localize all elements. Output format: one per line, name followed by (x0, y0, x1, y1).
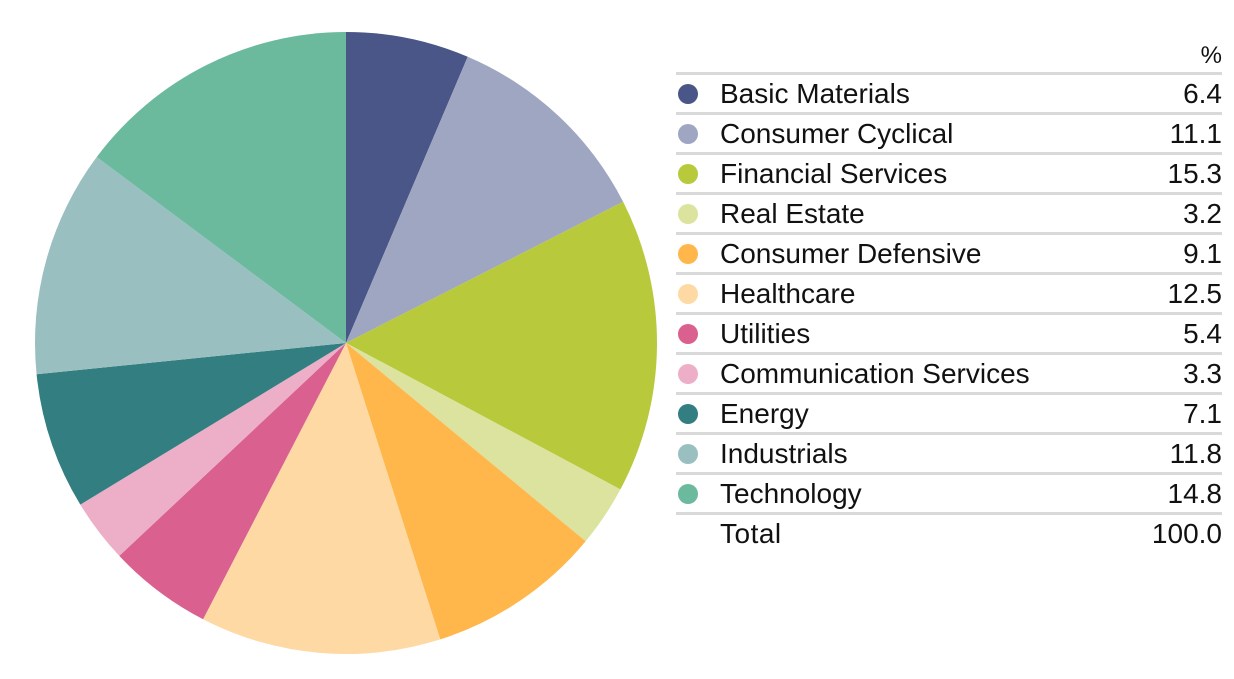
total-label: Total (720, 517, 782, 549)
legend-swatch-utilities (678, 323, 698, 344)
pie-slice-utilities (119, 343, 346, 620)
total-value: 100.0 (1151, 517, 1222, 549)
pie-slice-financial-services (346, 201, 657, 490)
legend-label-basic-materials: Basic Materials (720, 77, 910, 109)
legend-value-consumer-cyclical: 11.1 (1169, 117, 1222, 149)
legend-row-communication-services: Communication Services 3.3 (676, 352, 1222, 392)
legend-label-energy: Energy (720, 397, 809, 429)
legend-value-utilities: 5.4 (1183, 317, 1222, 349)
legend-swatch-financial-services (678, 163, 698, 184)
pie-slice-industrials (35, 157, 346, 375)
legend-row-basic-materials: Basic Materials 6.4 (676, 72, 1222, 112)
legend-value-basic-materials: 6.4 (1183, 77, 1222, 109)
legend-value-communication-services: 3.3 (1183, 357, 1222, 389)
legend-label-consumer-cyclical: Consumer Cyclical (720, 117, 954, 149)
sector-legend-table: % Basic Materials 6.4 Consumer Cyclical 11.… (676, 40, 1222, 552)
legend-swatch-consumer-cyclical (678, 123, 698, 144)
legend-label-technology: Technology (720, 477, 862, 509)
legend-row-consumer-cyclical: Consumer Cyclical 11.1 (676, 112, 1222, 152)
legend-row-real-estate: Real Estate 3.2 (676, 192, 1222, 232)
legend-value-energy: 7.1 (1183, 397, 1222, 429)
legend-value-financial-services: 15.3 (1167, 157, 1223, 189)
legend-rows: Basic Materials 6.4 Consumer Cyclical 11.1 F… (676, 72, 1222, 512)
legend-swatch-real-estate (678, 203, 698, 224)
legend-swatch-energy (678, 403, 698, 424)
legend-value-healthcare: 12.5 (1167, 277, 1223, 309)
legend-value-industrials: 11.8 (1169, 437, 1222, 469)
pie-slice-technology (96, 32, 346, 343)
legend-label-consumer-defensive: Consumer Defensive (720, 237, 982, 269)
legend-row-healthcare: Healthcare 12.5 (676, 272, 1222, 312)
legend-swatch-basic-materials (678, 83, 698, 104)
pie-slice-consumer-defensive (346, 343, 586, 640)
legend-value-technology: 14.8 (1167, 477, 1223, 509)
legend-label-healthcare: Healthcare (720, 277, 856, 309)
pie-slice-energy (36, 343, 347, 505)
legend-value-consumer-defensive: 9.1 (1183, 237, 1222, 269)
legend-label-real-estate: Real Estate (720, 197, 865, 229)
legend-row-technology: Technology 14.8 (676, 472, 1222, 512)
pie-slice-consumer-cyclical (346, 56, 624, 344)
legend-label-communication-services: Communication Services (720, 357, 1030, 389)
legend-label-utilities: Utilities (720, 317, 811, 349)
legend-row-industrials: Industrials 11.8 (676, 432, 1222, 472)
legend-row-financial-services: Financial Services 15.3 (676, 152, 1222, 192)
unit-header: % (1200, 42, 1222, 69)
legend-label-financial-services: Financial Services (720, 157, 948, 189)
legend-swatch-consumer-defensive (678, 243, 698, 264)
legend-row-consumer-defensive: Consumer Defensive 9.1 (676, 232, 1222, 272)
legend-swatch-industrials (678, 443, 698, 464)
pie-slice-communication-services (80, 343, 347, 556)
legend-swatch-healthcare (678, 283, 698, 304)
sector-pie-chart (35, 32, 657, 654)
legend-row-utilities: Utilities 5.4 (676, 312, 1222, 352)
legend-value-real-estate: 3.2 (1183, 197, 1222, 229)
pie-slice-healthcare (203, 343, 441, 654)
pie-slice-real-estate (346, 343, 621, 542)
legend-row-energy: Energy 7.1 (676, 392, 1222, 432)
legend-swatch-communication-services (678, 363, 698, 384)
pie-slice-basic-materials (346, 32, 468, 343)
total-row: Total 100.0 (676, 512, 1222, 552)
legend-label-industrials: Industrials (720, 437, 848, 469)
legend-swatch-technology (678, 483, 698, 504)
